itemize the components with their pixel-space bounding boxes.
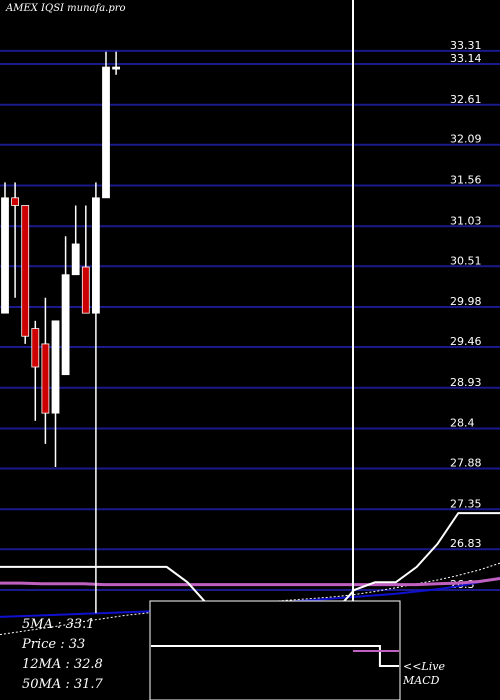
candle-body (51, 320, 60, 414)
price-level-label: 30.51 (450, 254, 482, 267)
price-level-label: 33.14 (450, 52, 482, 65)
ma50-stat: 50MA : 31.7 (22, 677, 103, 692)
candle (71, 205, 80, 276)
candle-body (81, 266, 90, 314)
candle-body (31, 328, 40, 368)
macd-line (151, 645, 399, 667)
candle (31, 320, 40, 421)
ma5-stat: 5MA : 33.1 (22, 617, 95, 632)
price-grid-lines (0, 49, 500, 591)
macd-panel (149, 600, 401, 700)
price-level-label: 28.4 (450, 417, 475, 430)
price-stat: Price : 33 (22, 637, 86, 652)
candle-body (21, 205, 30, 337)
macd-label: <<Live MACD (403, 660, 445, 688)
candle (81, 205, 90, 314)
price-level-label: 27.88 (450, 456, 482, 469)
candle-body (1, 197, 9, 314)
price-level-label: 31.56 (450, 174, 482, 187)
candle (1, 182, 9, 314)
candle (41, 297, 50, 444)
price-level-label: 29.46 (450, 335, 482, 348)
candle (11, 182, 20, 298)
candle (61, 236, 70, 376)
candle (92, 182, 100, 614)
candle-body (102, 66, 110, 199)
candle-body (61, 274, 70, 376)
candle-body (11, 197, 20, 206)
macd-live-text: <<Live (403, 660, 445, 673)
candle (51, 320, 60, 467)
candle-body (112, 66, 120, 70)
macd-title: MACD (403, 674, 440, 687)
ma-magenta-line (0, 577, 500, 587)
candle (102, 51, 110, 199)
price-level-label: 31.03 (450, 214, 482, 227)
moving-average-stats: 5MA : 33.1 Price : 33 12MA : 32.8 50MA :… (22, 615, 103, 695)
price-level-label: 32.61 (450, 93, 482, 106)
price-level-label: 29.98 (450, 295, 482, 308)
macd-line-path (151, 645, 399, 667)
candle (21, 205, 30, 344)
candles (1, 51, 120, 614)
candle (112, 51, 120, 75)
price-level-label: 26.83 (450, 537, 482, 550)
candle-body (41, 343, 50, 414)
price-level-label: 28.93 (450, 376, 482, 389)
ma12-stat: 12MA : 32.8 (22, 657, 103, 672)
price-level-label: 32.09 (450, 133, 482, 146)
price-level-label: 27.35 (450, 497, 482, 510)
candle-body (71, 243, 80, 276)
watermark: AMEX IQSI munafa.pro (6, 3, 126, 14)
price-level-label: 33.31 (450, 39, 482, 52)
candle-body (92, 197, 100, 314)
